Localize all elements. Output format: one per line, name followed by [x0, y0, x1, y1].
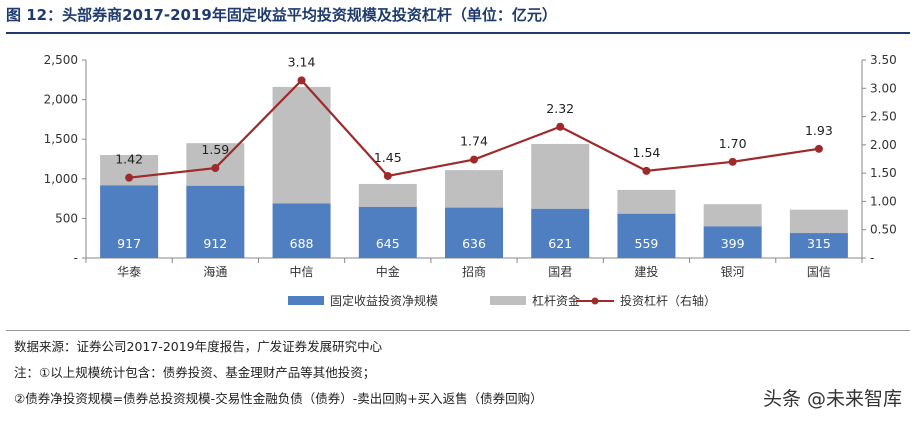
leverage-point — [211, 164, 220, 173]
net-investment-label: 645 — [376, 236, 400, 251]
left-tick-label: 1,500 — [44, 132, 78, 146]
leverage-label: 1.74 — [460, 134, 488, 149]
right-tick-label: 2.00 — [870, 138, 897, 152]
x-tick-label: 建投 — [634, 264, 658, 279]
note-1: 注：①以上规模统计包含：债券投资、基金理财产品等其他投资； — [14, 365, 376, 380]
right-tick-label: - — [870, 251, 874, 265]
leverage-funds-bar — [531, 143, 590, 209]
x-tick-label: 中金 — [376, 264, 400, 279]
net-investment-label: 621 — [548, 236, 572, 251]
leverage-label: 2.32 — [546, 101, 574, 116]
net-investment-bar — [789, 233, 848, 258]
leverage-label: 1.70 — [719, 136, 747, 151]
leverage-point — [383, 171, 392, 180]
x-tick-label: 国君 — [548, 265, 572, 279]
net-investment-label: 912 — [203, 236, 227, 251]
left-tick-label: 2,000 — [44, 93, 78, 107]
legend-leverage-funds-label: 杠杆资金 — [532, 293, 580, 308]
legend-net-swatch — [288, 296, 324, 305]
x-tick-label: 海通 — [203, 264, 227, 279]
chart-title: 图 12：头部券商2017-2019年固定收益平均投资规模及投资杠杆（单位：亿元… — [6, 6, 557, 24]
net-investment-bar — [617, 213, 676, 258]
net-investment-label: 399 — [721, 236, 745, 251]
right-tick-label: 1.00 — [870, 194, 897, 208]
net-investment-label: 315 — [807, 236, 831, 251]
leverage-funds-bar — [789, 209, 848, 234]
net-investment-bar — [272, 203, 331, 258]
leverage-point — [814, 144, 823, 153]
notes-divider — [6, 330, 910, 331]
x-tick-label: 国信 — [807, 265, 831, 279]
title-bar — [6, 4, 910, 34]
right-tick-label: 0.50 — [870, 223, 897, 237]
chart: - 500 1,000 1,500 2,000 2,500 - 0.50 1.00 1.50 2.0… — [44, 53, 897, 308]
leverage-point — [728, 157, 737, 166]
net-investment-label: 559 — [635, 236, 659, 251]
right-tick-label: 3.50 — [870, 53, 897, 67]
legend-leverage-funds-swatch — [490, 296, 526, 305]
x-tick-label: 中信 — [290, 264, 314, 279]
leverage-label: 1.93 — [805, 123, 833, 138]
leverage-point — [642, 166, 651, 175]
net-investment-bar — [445, 207, 503, 258]
legend-net-label: 固定收益投资净规模 — [330, 293, 438, 308]
legend-leverage-label: 投资杠杆（右轴） — [620, 293, 716, 308]
leverage-label: 3.14 — [288, 54, 316, 69]
net-investment-label: 688 — [290, 236, 314, 251]
net-investment-bar — [531, 208, 590, 258]
leverage-funds-bar — [358, 183, 417, 207]
right-tick-label: 2.50 — [870, 110, 897, 124]
source-note: 数据来源：证券公司2017-2019年度报告，广发证券发展研究中心 — [14, 339, 383, 354]
net-investment-label: 636 — [462, 236, 486, 251]
watermark: 头条 @未来智库 — [762, 388, 902, 410]
leverage-funds-bar — [272, 86, 331, 204]
leverage-funds-bar — [445, 170, 503, 208]
x-tick-label: 招商 — [462, 264, 486, 279]
net-investment-bar — [358, 206, 417, 258]
x-tick-label: 华泰 — [117, 265, 141, 279]
x-tick-label: 银河 — [721, 265, 745, 279]
leverage-label: 1.54 — [633, 145, 661, 160]
leverage-funds-bar — [617, 189, 676, 214]
net-investment-bar — [100, 185, 159, 258]
leverage-point — [297, 76, 306, 85]
leverage-point — [125, 173, 134, 182]
left-tick-label: - — [74, 251, 78, 265]
net-investment-bar — [703, 226, 762, 258]
leverage-label: 1.45 — [374, 150, 402, 165]
right-tick-label: 1.50 — [870, 166, 897, 180]
notes: 数据来源：证券公司2017-2019年度报告，广发证券发展研究中心 注：①以上规… — [14, 334, 543, 412]
left-tick-label: 500 — [55, 211, 78, 225]
leverage-funds-bar — [703, 204, 762, 227]
net-investment-bar — [186, 185, 245, 258]
left-tick-label: 2,500 — [44, 53, 78, 67]
note-2: ②债券净投资规模=债券总投资规模-交易性金融负债（债券）-卖出回购+买入返售（债… — [14, 391, 543, 406]
leverage-point — [470, 155, 478, 164]
right-tick-label: 3.00 — [870, 81, 897, 95]
leverage-point — [556, 122, 565, 131]
left-tick-label: 1,000 — [44, 172, 78, 186]
leverage-label: 1.42 — [115, 152, 143, 167]
legend-leverage-marker — [591, 297, 599, 305]
net-investment-label: 917 — [117, 236, 141, 251]
leverage-label: 1.59 — [201, 142, 229, 157]
